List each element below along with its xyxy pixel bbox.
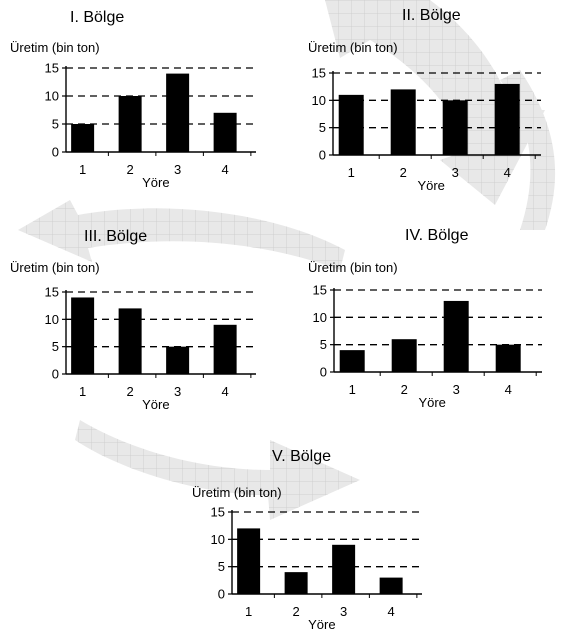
bar-yore-3 [442,100,468,155]
y-tick-label: 0 [320,365,327,380]
watermark-arrow-left [18,200,345,270]
x-tick-label: 2 [127,162,134,177]
x-tick-label: 4 [222,162,229,177]
bar-yore-4 [495,344,521,372]
bar-yore-4 [379,577,403,594]
x-axis-label: Yöre [308,617,335,632]
y-tick-label: 5 [218,559,225,574]
y-axis-label: Üretim (bin ton) [308,260,398,275]
bar-yore-1 [71,297,95,374]
chart-panel-3: III. Bölge Üretim (bin ton) 0 5 10 15 1 2 3 4 Yöre [10,228,256,412]
chart-title: II. Bölge [402,7,461,24]
x-tick-label: 3 [340,604,347,619]
y-axis-label: Üretim (bin ton) [10,40,100,55]
y-tick-label: 10 [312,93,326,108]
x-tick-label: 1 [349,382,356,397]
bar-yore-2 [390,89,416,155]
chart-title: V. Bölge [272,448,331,465]
bar-yore-2 [391,339,417,372]
y-tick-label: 15 [45,285,59,300]
chart-panel-2: II. Bölge Üretim (bin ton) 0 5 10 15 1 2 3 4 Yöre [308,7,541,193]
x-tick-label: 2 [127,384,134,399]
x-axis-label: Yöre [418,395,445,410]
x-tick-label: 1 [245,604,252,619]
chart-panel-5: V. Bölge Üretim (bin ton) 0 5 10 15 1 2 3 4 Yöre [192,448,422,632]
y-tick-label: 10 [313,310,327,325]
bar-yore-1 [339,350,365,372]
x-tick-label: 3 [174,162,181,177]
x-tick-label: 1 [79,384,86,399]
x-tick-label: 3 [452,165,459,180]
x-tick-label: 4 [388,604,395,619]
y-tick-label: 10 [45,312,59,327]
y-tick-label: 0 [52,367,59,382]
x-axis-label: Yöre [142,397,169,412]
y-tick-label: 15 [211,505,225,520]
chart-panel-4: IV. Bölge Üretim (bin ton) 0 5 10 15 1 2 3 4 Yöre [308,227,542,410]
y-axis-label: Üretim (bin ton) [308,40,398,55]
bar-yore-1 [237,528,261,594]
x-tick-label: 4 [222,384,229,399]
x-axis-label: Yöre [142,175,169,190]
bar-yore-3 [443,300,469,372]
bar-yore-2 [118,308,142,374]
x-tick-label: 4 [505,382,512,397]
bar-yore-4 [213,112,237,152]
y-tick-label: 0 [319,148,326,163]
x-axis-label: Yöre [417,178,444,193]
y-axis-label: Üretim (bin ton) [10,260,100,275]
chart-title: III. Bölge [84,228,147,245]
bar-yore-2 [284,572,308,594]
x-tick-label: 3 [174,384,181,399]
y-tick-label: 5 [52,339,59,354]
x-tick-label: 3 [453,382,460,397]
watermark-arc-bottom [75,420,360,520]
y-tick-label: 5 [320,337,327,352]
x-tick-label: 2 [293,604,300,619]
bar-yore-3 [166,346,190,374]
y-tick-label: 10 [45,89,59,104]
watermark-arc-shape [325,0,556,230]
bar-yore-4 [213,324,237,374]
bar-yore-4 [494,83,520,155]
y-tick-label: 15 [313,283,327,298]
x-tick-label: 1 [348,165,355,180]
x-tick-label: 2 [401,382,408,397]
bar-yore-1 [71,124,95,152]
chart-panel-1: I. Bölge Üretim (bin ton) 0 5 10 15 1 2 3 4 Yöre [10,9,256,190]
chart-title: I. Bölge [70,9,124,26]
bar-yore-3 [332,544,356,594]
x-tick-label: 4 [504,165,511,180]
chart-title: IV. Bölge [405,227,469,244]
bar-yore-1 [338,94,364,155]
y-tick-label: 5 [319,120,326,135]
x-tick-label: 1 [79,162,86,177]
y-tick-label: 0 [52,145,59,160]
y-tick-label: 15 [45,61,59,76]
y-tick-label: 5 [52,117,59,132]
y-tick-label: 0 [218,587,225,602]
y-axis-label: Üretim (bin ton) [192,485,282,500]
y-tick-label: 15 [312,66,326,81]
bar-yore-2 [118,96,142,152]
y-tick-label: 10 [211,532,225,547]
bar-yore-3 [166,73,190,152]
x-tick-label: 2 [400,165,407,180]
